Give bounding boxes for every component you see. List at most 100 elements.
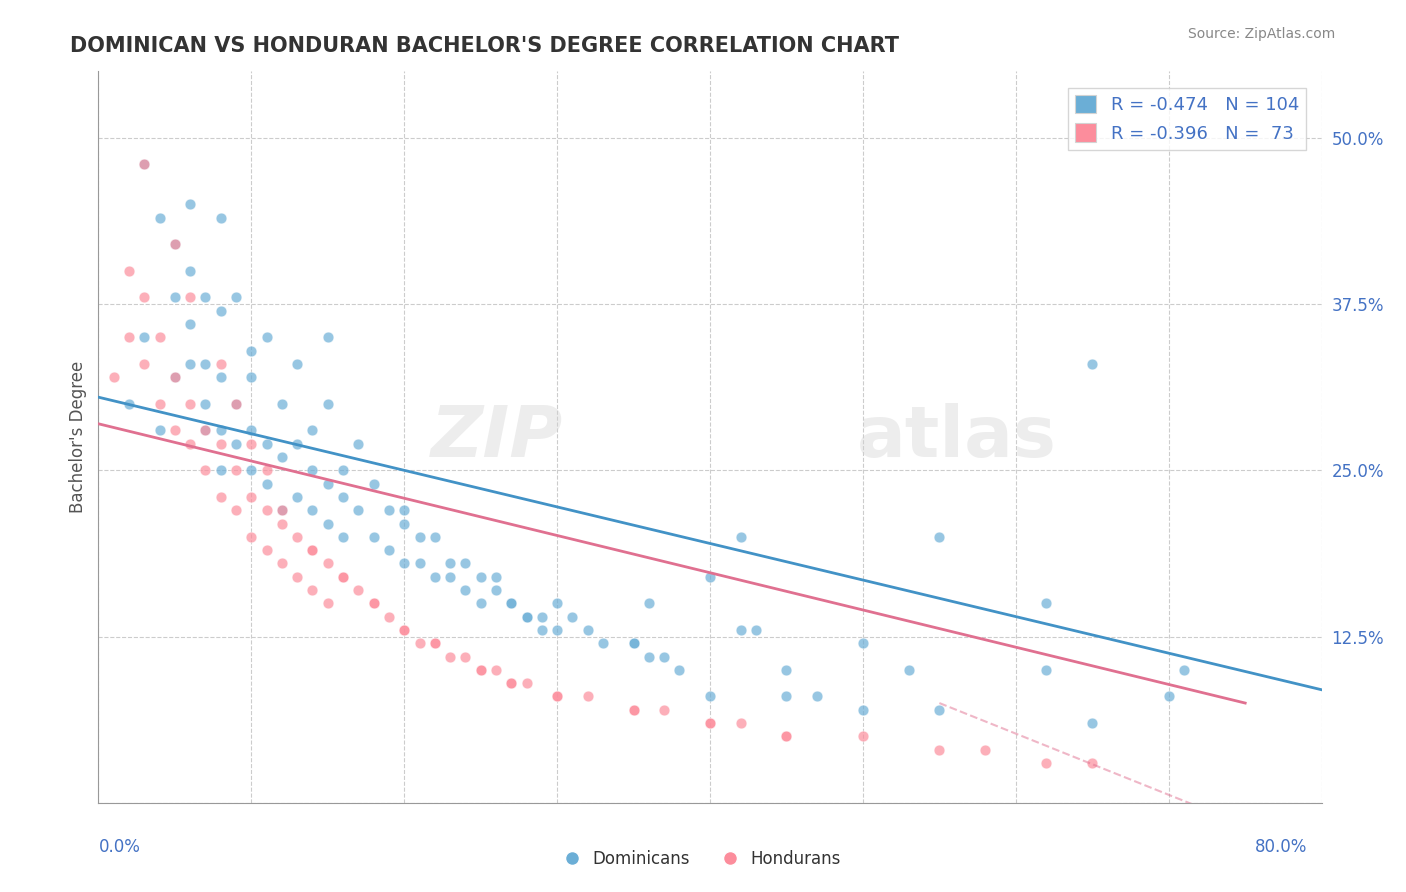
Point	[301, 424, 323, 438]
Point	[623, 636, 645, 650]
Point	[423, 570, 446, 584]
Point	[240, 463, 263, 477]
Point	[454, 557, 477, 571]
Point	[392, 623, 416, 637]
Point	[699, 716, 721, 731]
Point	[363, 596, 385, 610]
Point	[163, 290, 186, 304]
Point	[897, 663, 920, 677]
Point	[209, 370, 232, 384]
Point	[179, 357, 201, 371]
Point	[163, 237, 186, 252]
Point	[285, 357, 308, 371]
Point	[332, 530, 354, 544]
Point	[209, 463, 232, 477]
Point	[439, 557, 461, 571]
Point	[392, 516, 416, 531]
Point	[454, 582, 477, 597]
Point	[623, 636, 645, 650]
Point	[149, 330, 172, 344]
Point	[270, 397, 292, 411]
Point	[270, 503, 292, 517]
Point	[485, 570, 508, 584]
Point	[194, 463, 217, 477]
Point	[852, 703, 875, 717]
Point	[1173, 663, 1195, 677]
Point	[928, 742, 950, 756]
Point	[301, 543, 323, 558]
Point	[256, 543, 278, 558]
Point	[392, 557, 416, 571]
Text: atlas: atlas	[856, 402, 1057, 472]
Text: 0.0%: 0.0%	[98, 838, 141, 855]
Point	[225, 290, 247, 304]
Point	[470, 663, 492, 677]
Point	[1081, 357, 1104, 371]
Point	[316, 330, 339, 344]
Point	[134, 290, 156, 304]
Point	[179, 397, 201, 411]
Point	[501, 676, 523, 690]
Point	[516, 609, 538, 624]
Point	[439, 649, 461, 664]
Point	[225, 397, 247, 411]
Point	[439, 570, 461, 584]
Point	[516, 609, 538, 624]
Point	[423, 636, 446, 650]
Point	[209, 436, 232, 450]
Point	[134, 330, 156, 344]
Point	[225, 436, 247, 450]
Point	[501, 596, 523, 610]
Point	[485, 582, 508, 597]
Point	[546, 690, 568, 704]
Point	[470, 570, 492, 584]
Point	[179, 197, 201, 211]
Point	[1081, 716, 1104, 731]
Point	[301, 543, 323, 558]
Point	[301, 582, 323, 597]
Point	[118, 264, 141, 278]
Point	[806, 690, 828, 704]
Point	[745, 623, 768, 637]
Point	[332, 570, 354, 584]
Point	[118, 330, 141, 344]
Point	[928, 530, 950, 544]
Point	[194, 424, 217, 438]
Point	[240, 490, 263, 504]
Point	[209, 303, 232, 318]
Point	[134, 157, 156, 171]
Point	[378, 543, 401, 558]
Point	[775, 729, 797, 743]
Point	[194, 397, 217, 411]
Point	[209, 490, 232, 504]
Point	[134, 157, 156, 171]
Point	[637, 649, 661, 664]
Point	[332, 570, 354, 584]
Point	[730, 623, 752, 637]
Point	[301, 463, 323, 477]
Point	[363, 530, 385, 544]
Point	[316, 596, 339, 610]
Point	[454, 649, 477, 664]
Point	[225, 503, 247, 517]
Point	[316, 516, 339, 531]
Point	[392, 503, 416, 517]
Point	[516, 676, 538, 690]
Point	[699, 570, 721, 584]
Point	[256, 503, 278, 517]
Point	[347, 503, 370, 517]
Legend: Dominicans, Hondurans: Dominicans, Hondurans	[560, 844, 846, 875]
Point	[285, 436, 308, 450]
Point	[852, 636, 875, 650]
Point	[149, 211, 172, 225]
Point	[240, 424, 263, 438]
Point	[623, 703, 645, 717]
Point	[301, 503, 323, 517]
Point	[652, 649, 675, 664]
Point	[118, 397, 141, 411]
Point	[546, 596, 568, 610]
Point	[285, 570, 308, 584]
Point	[730, 716, 752, 731]
Point	[134, 357, 156, 371]
Point	[149, 424, 172, 438]
